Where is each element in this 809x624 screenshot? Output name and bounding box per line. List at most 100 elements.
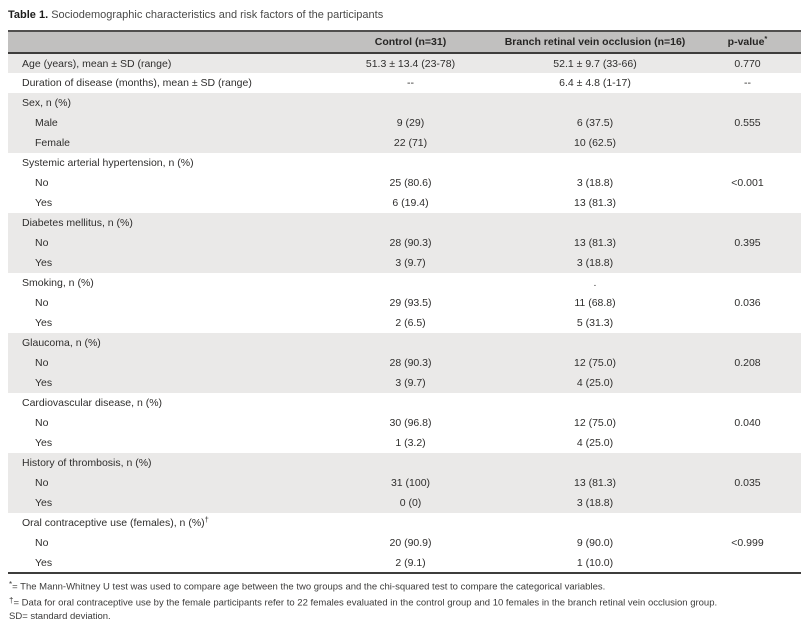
table-row: No 25 (80.6) 3 (18.8) <0.001	[8, 173, 801, 193]
footnote-equals: =	[13, 597, 20, 609]
cell-pvalue	[694, 273, 801, 293]
cell-brvo: 52.1 ± 9.7 (33-66)	[553, 57, 637, 70]
cell-brvo: 13 (81.3)	[573, 477, 617, 489]
cell-pvalue	[694, 93, 801, 113]
table-row: History of thrombosis, n (%)	[8, 453, 801, 473]
cell-control	[325, 393, 496, 413]
cell-control	[325, 453, 496, 473]
row-label: Yes	[35, 497, 53, 509]
row-label: No	[35, 537, 49, 549]
row-label: Sex, n (%)	[22, 97, 72, 109]
table-row: Systemic arterial hypertension, n (%)	[8, 153, 801, 173]
cell-pvalue: <0.001	[731, 177, 764, 189]
cell-pvalue	[694, 253, 801, 273]
cell-pvalue: 0.040	[734, 417, 761, 429]
cell-brvo: 10 (62.5)	[573, 137, 617, 149]
cell-brvo: .	[593, 277, 597, 289]
table-row: Yes 3 (9.7) 4 (25.0)	[8, 373, 801, 393]
table-row: Yes 2 (9.1) 1 (10.0)	[8, 553, 801, 573]
cell-control: 30 (96.8)	[389, 417, 432, 429]
cell-pvalue	[694, 313, 801, 333]
row-label: Oral contraceptive use (females), n (%)†	[22, 515, 209, 529]
cell-pvalue: <0.999	[731, 537, 764, 549]
header-row: Control (n=31) Branch retinal vein occlu…	[8, 30, 801, 54]
row-label: No	[35, 357, 49, 369]
cell-brvo: 9 (90.0)	[576, 537, 614, 549]
table-row: Yes 2 (6.5) 5 (31.3)	[8, 313, 801, 333]
cell-pvalue: 0.035	[734, 477, 761, 489]
row-label: No	[35, 477, 49, 489]
table-row: Diabetes mellitus, n (%)	[8, 213, 801, 233]
table-row: Smoking, n (%).	[8, 273, 801, 293]
table-row: Female 22 (71) 10 (62.5)	[8, 133, 801, 153]
cell-brvo: 4 (25.0)	[576, 377, 614, 389]
cell-control	[325, 333, 496, 353]
table-row: No 31 (100) 13 (81.3) 0.035	[8, 473, 801, 493]
cell-control: 0 (0)	[399, 497, 422, 509]
table-row: Yes 0 (0) 3 (18.8)	[8, 493, 801, 513]
cell-brvo	[496, 453, 694, 473]
row-label: Duration of disease (months), mean ± SD …	[22, 77, 252, 89]
cell-brvo: 3 (18.8)	[576, 497, 614, 509]
cell-brvo: 1 (10.0)	[576, 556, 614, 569]
footnote-text: The Mann-Whitney U test was used to comp…	[20, 581, 606, 593]
cell-pvalue	[694, 513, 801, 533]
table-row: Oral contraceptive use (females), n (%)†	[8, 513, 801, 533]
cell-pvalue	[694, 333, 801, 353]
cell-pvalue	[694, 373, 801, 393]
header-pvalue: p-value*	[694, 30, 801, 54]
table-row: Yes 6 (19.4) 13 (81.3)	[8, 193, 801, 213]
footnote-mann-whitney: *= The Mann-Whitney U test was used to c…	[9, 578, 801, 594]
cell-brvo	[496, 93, 694, 113]
cell-pvalue	[694, 493, 801, 513]
cell-brvo: 4 (25.0)	[576, 437, 614, 449]
table-row: Yes 1 (3.2) 4 (25.0)	[8, 433, 801, 453]
cell-pvalue: 0.036	[734, 297, 761, 309]
footnote-dagger-marker: †	[9, 596, 14, 605]
footnote-sd-abbrev: SD= standard deviation.	[9, 610, 801, 624]
cell-pvalue: 0.770	[734, 57, 761, 70]
cell-control: 22 (71)	[393, 137, 428, 149]
cell-control: 28 (90.3)	[389, 357, 432, 369]
row-label: Yes	[35, 377, 53, 389]
cell-control: 3 (9.7)	[395, 257, 426, 269]
header-pvalue-label: p-value	[727, 36, 765, 48]
cell-control: 29 (93.5)	[389, 297, 432, 309]
cell-pvalue: --	[744, 77, 751, 89]
cell-control: 20 (90.9)	[389, 537, 432, 549]
footnote-equals: =	[22, 611, 28, 622]
table-row: Male 9 (29) 6 (37.5) 0.555	[8, 113, 801, 133]
footnote-text: Data for oral contraceptive use by the f…	[21, 597, 718, 609]
cell-pvalue: 0.555	[734, 117, 761, 129]
cell-brvo	[496, 513, 694, 533]
cell-brvo: 12 (75.0)	[573, 417, 617, 429]
row-label: No	[35, 297, 49, 309]
cell-control: 9 (29)	[396, 117, 425, 129]
cell-control	[325, 153, 496, 173]
row-label: Yes	[35, 317, 53, 329]
table-row: No 28 (90.3) 13 (81.3) 0.395	[8, 233, 801, 253]
cell-brvo: 13 (81.3)	[573, 197, 617, 209]
row-label: Yes	[35, 197, 53, 209]
cell-control	[325, 93, 496, 113]
cell-control: 3 (9.7)	[395, 377, 426, 389]
row-label: Male	[35, 117, 58, 129]
cell-control: 51.3 ± 13.4 (23-78)	[365, 57, 456, 70]
cell-pvalue: 0.395	[734, 237, 761, 249]
row-label: Glaucoma, n (%)	[22, 337, 101, 349]
cell-control: 28 (90.3)	[389, 237, 432, 249]
header-control-group: Control (n=31)	[325, 30, 496, 54]
cell-control	[325, 273, 496, 293]
row-label: Systemic arterial hypertension, n (%)	[22, 157, 194, 169]
row-label: Yes	[35, 556, 53, 569]
cell-brvo: 3 (18.8)	[576, 257, 614, 269]
footnotes: *= The Mann-Whitney U test was used to c…	[8, 578, 801, 624]
header-brvo-group: Branch retinal vein occlusion (n=16)	[496, 30, 694, 54]
footnote-text: standard deviation.	[30, 611, 111, 622]
cell-control: 2 (9.1)	[395, 556, 426, 569]
cell-brvo: 6 (37.5)	[576, 117, 614, 129]
cell-control: 1 (3.2)	[395, 437, 426, 449]
row-label: Diabetes mellitus, n (%)	[22, 217, 133, 229]
cell-brvo: 6.4 ± 4.8 (1-17)	[559, 77, 631, 89]
cell-pvalue	[694, 553, 801, 573]
